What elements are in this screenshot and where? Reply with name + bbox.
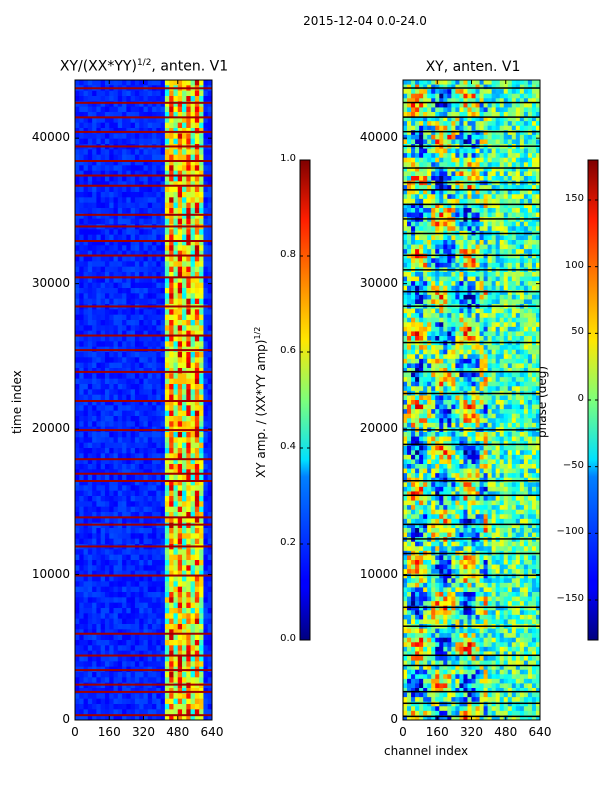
amp-xtick-label: 0 xyxy=(71,725,79,739)
amp-cb-tick-label: 0.8 xyxy=(280,249,296,260)
phase-ytick-label: 0 xyxy=(390,712,398,726)
phase-xtick-label: 0 xyxy=(399,725,407,739)
phase-cb-tick-label: −50 xyxy=(562,459,584,471)
amp-cb-tick-label: 1.0 xyxy=(280,153,296,164)
amp-cb-tick-label: 0.2 xyxy=(280,537,296,548)
amp-ytick-label: 20000 xyxy=(31,421,70,436)
phase-heatmap-image xyxy=(403,80,540,720)
amp-colorbar xyxy=(299,159,311,641)
amp-cb-tick-label: 0.4 xyxy=(280,441,296,452)
phase-xtick-label: 160 xyxy=(425,725,449,739)
amp-xtick-label: 320 xyxy=(132,725,155,739)
amp-ytick-label: 30000 xyxy=(31,275,70,290)
phase-cb-tick-label: 100 xyxy=(564,259,584,271)
amp-cb-tick-label: 0.6 xyxy=(280,345,296,356)
phase-panel-title: XY, anten. V1 xyxy=(425,59,521,75)
amp-ytick-label: 10000 xyxy=(31,566,70,581)
amp-xtick-label: 640 xyxy=(200,725,224,739)
amp-xtick-label: 160 xyxy=(97,725,121,739)
amp-ytick-label: 40000 xyxy=(31,130,70,145)
amp-title-tail: , anten. V1 xyxy=(151,58,229,75)
amp-heatmap-image xyxy=(75,80,212,720)
figure-suptitle: 2015-12-04 0.0-24.0 xyxy=(303,14,427,28)
amp-title-sup: 1/2 xyxy=(136,58,152,68)
tick-marks xyxy=(74,80,598,721)
phase-xtick-label: 640 xyxy=(528,725,552,739)
amp-cb-tick-label: 0.0 xyxy=(280,633,296,644)
phase-ytick-label: 10000 xyxy=(359,566,398,581)
phase-cb-tick-label: −150 xyxy=(556,593,584,604)
amp-title-main: XY/(XX*YY) xyxy=(59,58,137,75)
amp-ytick-label: 0 xyxy=(62,712,70,726)
phase-ytick-label: 40000 xyxy=(359,130,398,145)
phase-cb-tick-label: −100 xyxy=(556,526,584,538)
phase-cb-tick-label: 0 xyxy=(577,393,584,404)
phase-xtick-label: 320 xyxy=(460,725,483,739)
amp-xtick-label: 480 xyxy=(166,725,190,739)
phase-cb-tick-label: 150 xyxy=(564,193,584,204)
amp-panel-title: XY/(XX*YY)1/2, anten. V1 xyxy=(40,58,248,75)
phase-ytick-label: 20000 xyxy=(359,421,398,436)
phase-cb-tick-label: 50 xyxy=(571,326,584,338)
phase-ytick-label: 30000 xyxy=(359,275,398,290)
phase-xtick-label: 480 xyxy=(494,725,518,739)
phase-xlabel: channel index xyxy=(384,744,469,758)
